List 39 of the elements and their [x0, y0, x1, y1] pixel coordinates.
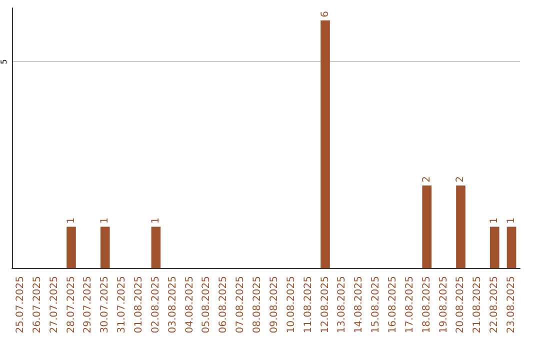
data-label: 6 — [320, 11, 331, 18]
x-tick-label: 02.08.2025 — [150, 276, 162, 334]
data-label: 1 — [66, 217, 77, 224]
y-tick-label: 5 — [0, 59, 8, 64]
data-label: 1 — [506, 217, 518, 224]
x-tick-label: 29.07.2025 — [82, 276, 94, 334]
x-tick-label: 16.08.2025 — [388, 276, 398, 334]
x-tick-label: 08.08.2025 — [252, 276, 264, 334]
x-tick-label: 26.07.2025 — [32, 276, 43, 334]
x-tick-label: 31.07.2025 — [116, 276, 128, 334]
x-tick-label: 10.08.2025 — [286, 276, 297, 334]
x-tick-label: 18.08.2025 — [421, 276, 432, 334]
x-tick-label: 17.08.2025 — [404, 276, 416, 334]
data-label: 1 — [100, 217, 111, 224]
data-label: 1 — [489, 217, 500, 224]
x-tick-label: 21.08.2025 — [472, 276, 484, 334]
data-label: 2 — [421, 176, 432, 182]
x-tick-label: 20.08.2025 — [455, 276, 466, 334]
x-tick-label: 30.07.2025 — [100, 276, 111, 334]
x-tick-label: 12.08.2025 — [320, 276, 331, 334]
x-tick-label: 03.08.2025 — [167, 276, 178, 334]
x-tick-label: 06.08.2025 — [218, 276, 230, 334]
x-tick-label: 15.08.2025 — [370, 276, 382, 334]
x-tick-label: 23.08.2025 — [506, 276, 518, 334]
data-label: 2 — [455, 176, 466, 182]
x-tick-label: 27.07.2025 — [48, 276, 60, 334]
x-tick-label: 09.08.2025 — [268, 276, 280, 334]
x-tick-label: 13.08.2025 — [336, 276, 348, 334]
x-tick-label: 11.08.2025 — [302, 276, 314, 334]
x-tick-label: 22.08.2025 — [489, 276, 500, 334]
x-tick-label: 05.08.2025 — [201, 276, 212, 334]
x-tick-label: 14.08.2025 — [354, 276, 365, 334]
data-label: 1 — [150, 217, 162, 224]
x-tick-label: 19.08.2025 — [438, 276, 450, 334]
x-tick-label: 07.08.2025 — [235, 276, 246, 334]
x-tick-label: 04.08.2025 — [184, 276, 196, 334]
x-tick-label: 01.08.2025 — [134, 276, 144, 334]
x-tick-label: 25.07.2025 — [14, 276, 26, 334]
x-tick-label: 28.07.2025 — [66, 276, 77, 334]
